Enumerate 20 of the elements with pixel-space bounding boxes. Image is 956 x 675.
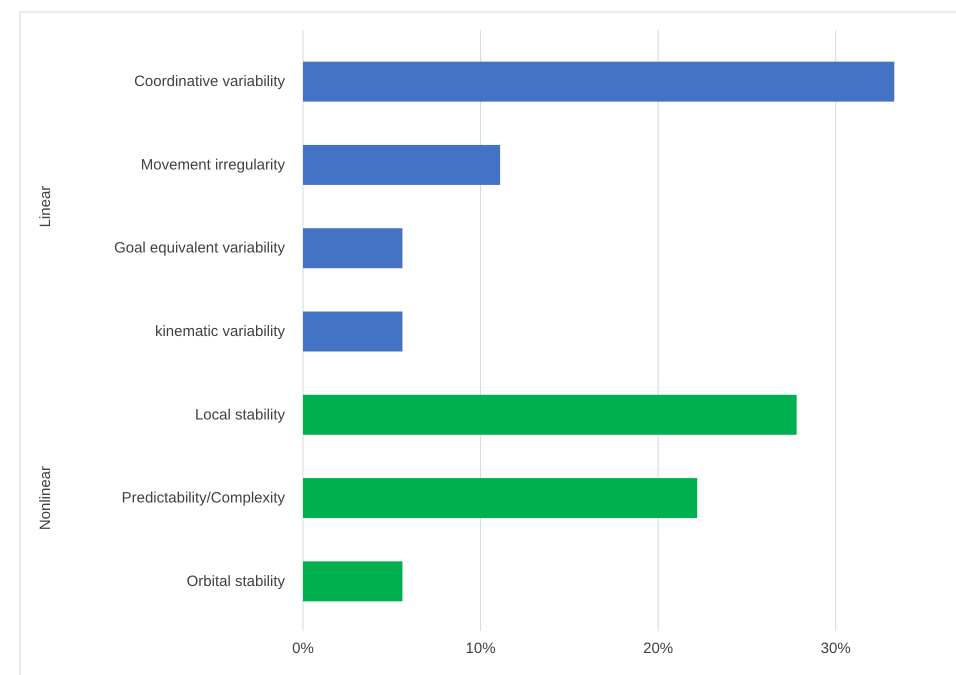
bar	[303, 394, 797, 435]
y-tick-label: Local stability	[194, 406, 286, 424]
x-tick-label: 0%	[292, 640, 314, 657]
x-tick-label: 30%	[820, 640, 851, 657]
y-tick-label: Movement irregularity	[140, 156, 286, 174]
bar	[303, 144, 500, 185]
bar	[303, 62, 894, 102]
y-tick-label: Goal equivalent variability	[114, 240, 286, 257]
y-tick-label: Predictability/Complexity	[122, 490, 286, 507]
bar	[303, 478, 698, 518]
bar	[303, 228, 402, 268]
x-tick-label: 20%	[643, 640, 674, 657]
y-tick-label: kinematic variability	[154, 323, 286, 340]
text: Linear	[37, 186, 54, 228]
y-tick-label: Orbital stability	[186, 572, 286, 590]
bar	[303, 312, 402, 352]
bar	[303, 561, 402, 602]
text: Nonlinear	[37, 466, 54, 530]
x-tick-label: 10%	[466, 640, 496, 657]
y-tick-label: Coordinative variability	[134, 73, 286, 90]
